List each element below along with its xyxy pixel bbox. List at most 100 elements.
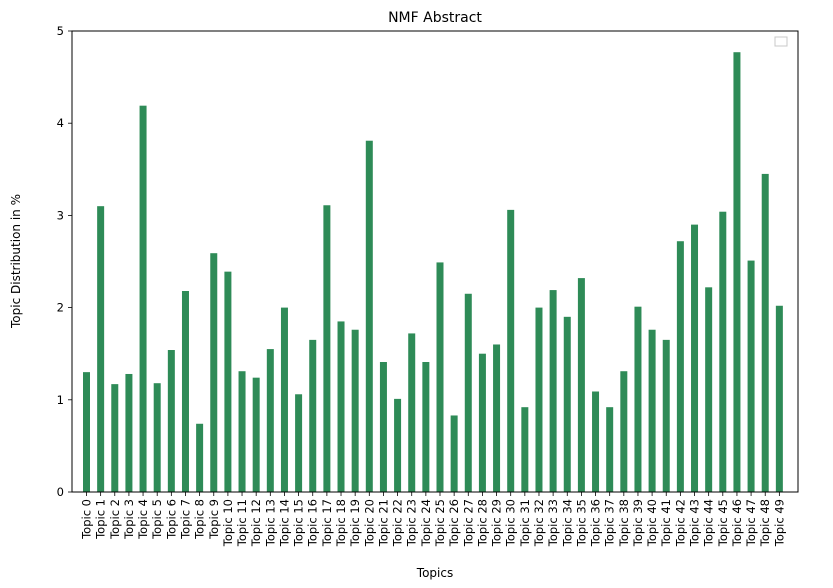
bar-topic-4 <box>139 105 147 493</box>
x-tick-label: Topic 27 <box>461 499 475 547</box>
y-tick-label: 0 <box>57 485 64 499</box>
bar-topic-16 <box>309 339 317 492</box>
bar-topic-9 <box>210 253 218 492</box>
bar-topic-44 <box>705 287 713 492</box>
bar-topic-48 <box>761 173 769 492</box>
x-tick-label: Topic 16 <box>306 499 320 547</box>
x-tick-label: Topic 7 <box>178 499 192 540</box>
x-tick-label: Topic 19 <box>348 499 362 547</box>
bar-topic-19 <box>351 329 359 492</box>
x-tick-label: Topic 46 <box>730 499 744 547</box>
bar-topic-5 <box>153 383 161 492</box>
y-axis: 0 1 2 3 4 5 <box>57 24 72 499</box>
bar-topic-33 <box>549 290 557 492</box>
x-tick-label: Topic 33 <box>546 499 560 547</box>
bar-topic-31 <box>521 407 529 492</box>
x-tick-label: Topic 39 <box>631 499 645 547</box>
bar-topic-42 <box>676 241 684 492</box>
bar-topic-40 <box>648 329 656 492</box>
bar-topic-17 <box>323 205 331 492</box>
bar-topic-3 <box>125 373 133 492</box>
bar-topic-22 <box>394 398 402 492</box>
x-tick-label: Topic 6 <box>164 499 178 540</box>
y-tick-label: 3 <box>57 208 64 222</box>
bar-topic-27 <box>464 293 472 492</box>
x-tick-label: Topic 32 <box>532 499 546 547</box>
legend-box <box>774 36 788 47</box>
x-tick-label: Topic 42 <box>673 499 687 547</box>
bar-topic-15 <box>295 394 303 492</box>
x-tick-label: Topic 21 <box>376 499 390 547</box>
bar-topic-32 <box>535 307 543 492</box>
bar-topic-41 <box>662 339 670 492</box>
x-tick-label: Topic 12 <box>249 499 263 547</box>
x-tick-label: Topic 34 <box>560 499 574 547</box>
x-tick-label: Topic 44 <box>702 499 716 547</box>
y-tick-label: 2 <box>57 301 64 315</box>
y-axis-label: Topic Distribution in % <box>9 194 23 329</box>
legend <box>774 36 788 47</box>
x-tick-label: Topic 4 <box>136 499 150 540</box>
bar-topic-26 <box>450 415 458 492</box>
x-tick-label: Topic 3 <box>122 499 136 540</box>
plot-frame <box>71 30 799 493</box>
x-axis: Topic 0 Topic 1 Topic 2 Topic 3 Topic 4 Topic… <box>80 492 786 547</box>
bar-topic-20 <box>365 140 373 492</box>
bar-topic-46 <box>733 52 741 493</box>
bar-topic-2 <box>111 384 119 492</box>
x-tick-label: Topic 40 <box>645 499 659 547</box>
x-tick-label: Topic 37 <box>603 499 617 547</box>
x-tick-label: Topic 1 <box>94 499 108 540</box>
x-tick-label: Topic 29 <box>490 499 504 547</box>
bar-topic-34 <box>563 316 571 492</box>
bar-topic-14 <box>280 307 288 492</box>
x-tick-label: Topic 8 <box>193 499 207 540</box>
x-axis-label: Topics <box>416 566 453 580</box>
y-tick-label: 4 <box>57 116 64 130</box>
x-tick-label: Topic 23 <box>405 499 419 547</box>
bar-topic-24 <box>422 362 430 492</box>
x-tick-label: Topic 38 <box>617 499 631 547</box>
bar-topic-38 <box>620 371 628 492</box>
x-tick-label: Topic 20 <box>362 499 376 547</box>
x-tick-label: Topic 47 <box>744 499 758 547</box>
x-tick-label: Topic 22 <box>391 499 405 547</box>
x-tick-label: Topic 10 <box>221 499 235 547</box>
bar-topic-10 <box>224 271 232 492</box>
bar-topic-0 <box>83 372 90 492</box>
bar-topic-25 <box>436 262 444 492</box>
bar-topic-45 <box>719 211 727 492</box>
x-tick-label: Topic 26 <box>447 499 461 547</box>
bar-topic-30 <box>507 209 515 492</box>
x-tick-label: Topic 14 <box>277 499 291 547</box>
bar-topic-21 <box>379 362 387 492</box>
x-tick-label: Topic 49 <box>772 499 786 547</box>
x-tick-label: Topic 13 <box>263 499 277 547</box>
bar-topic-23 <box>408 333 416 492</box>
bar-topic-8 <box>196 423 204 492</box>
bar-topic-11 <box>238 371 246 492</box>
x-tick-label: Topic 30 <box>504 499 518 547</box>
bar-topic-12 <box>252 377 260 492</box>
x-tick-label: Topic 41 <box>659 499 673 547</box>
x-tick-label: Topic 25 <box>433 499 447 547</box>
bar-topic-6 <box>167 350 175 492</box>
x-tick-label: Topic 18 <box>334 499 348 547</box>
y-tick-label: 1 <box>57 393 64 407</box>
bar-topic-49 <box>775 305 783 492</box>
bar-topic-18 <box>337 321 345 492</box>
x-tick-label: Topic 35 <box>574 499 588 547</box>
x-tick-label: Topic 0 <box>80 499 94 540</box>
x-tick-label: Topic 24 <box>419 499 433 547</box>
x-tick-label: Topic 31 <box>518 499 532 547</box>
bar-topic-28 <box>478 353 486 492</box>
x-tick-label: Topic 17 <box>320 499 334 547</box>
bar-topic-36 <box>592 391 600 492</box>
bar-topic-39 <box>634 306 642 492</box>
bar-topic-29 <box>493 344 501 492</box>
x-tick-label: Topic 36 <box>589 499 603 547</box>
x-tick-label: Topic 15 <box>292 499 306 547</box>
x-tick-label: Topic 43 <box>688 499 702 547</box>
x-tick-label: Topic 48 <box>758 499 772 547</box>
